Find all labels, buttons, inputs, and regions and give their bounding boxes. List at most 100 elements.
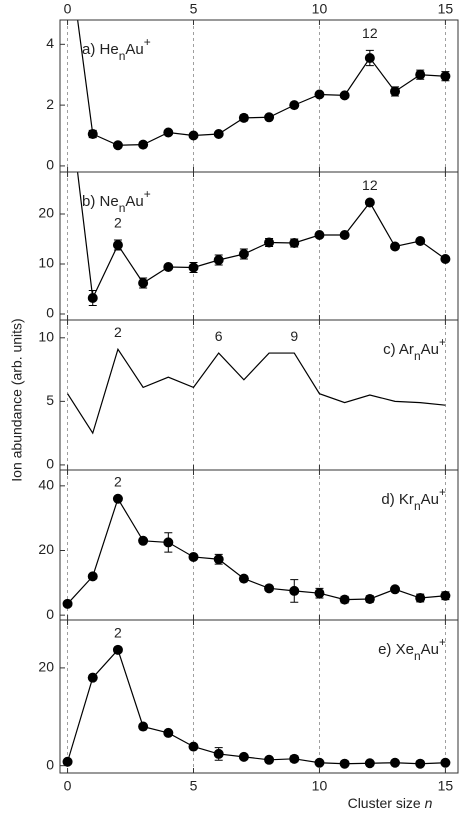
data-point bbox=[289, 753, 300, 764]
x-tick-label: 10 bbox=[312, 778, 328, 794]
panel-title-part: Au bbox=[125, 41, 143, 58]
annotation: 6 bbox=[215, 328, 223, 344]
y-tick-label: 0 bbox=[46, 305, 54, 321]
annotation: 12 bbox=[362, 177, 378, 193]
data-point bbox=[238, 573, 249, 584]
x-tick-label: 15 bbox=[438, 778, 454, 794]
data-point bbox=[440, 590, 451, 601]
data-line bbox=[77, 20, 446, 146]
data-point bbox=[213, 129, 224, 139]
data-point bbox=[289, 585, 300, 596]
data-point bbox=[339, 230, 350, 240]
data-point bbox=[163, 262, 174, 272]
y-tick-label: 0 bbox=[46, 756, 54, 772]
data-point bbox=[390, 241, 401, 252]
data-point bbox=[314, 230, 325, 240]
data-point bbox=[112, 493, 123, 504]
data-point bbox=[112, 644, 123, 655]
data-point bbox=[188, 130, 199, 141]
data-point bbox=[339, 594, 350, 605]
annotation: 2 bbox=[114, 473, 122, 489]
data-point bbox=[188, 262, 199, 273]
data-point bbox=[264, 112, 275, 123]
data-point bbox=[213, 255, 224, 265]
x-axis-label: Cluster size n bbox=[348, 795, 433, 811]
y-tick-label: 10 bbox=[38, 255, 54, 271]
panel-title-part: e) Xe bbox=[378, 641, 414, 658]
plot-area bbox=[77, 20, 451, 151]
data-point bbox=[415, 236, 426, 246]
panel-title-part: n bbox=[119, 49, 126, 63]
data-point bbox=[440, 254, 451, 264]
panel-title-part: n bbox=[414, 649, 421, 663]
panel-title: c) ArnAu+ bbox=[383, 335, 446, 363]
data-point bbox=[238, 249, 249, 259]
panel-title-part: c) Ar bbox=[383, 341, 414, 358]
x-tick-label: 0 bbox=[64, 778, 72, 794]
panel-title-part: n bbox=[414, 499, 421, 513]
data-point bbox=[138, 535, 149, 546]
data-point bbox=[138, 139, 149, 150]
y-axis-label: Ion abundance (arb. units) bbox=[9, 318, 25, 481]
annotation: 2 bbox=[114, 625, 122, 641]
data-point bbox=[163, 127, 174, 138]
data-point bbox=[188, 551, 199, 562]
data-point bbox=[138, 721, 149, 732]
panel-title-part: + bbox=[439, 485, 446, 499]
panel-title-part: Au bbox=[421, 641, 439, 658]
panel-title-part: n bbox=[119, 201, 126, 215]
data-point bbox=[264, 583, 275, 594]
data-point bbox=[314, 588, 325, 599]
panel-title: b) NenAu+ bbox=[82, 187, 151, 215]
data-point bbox=[289, 238, 300, 248]
x-tick-label: 5 bbox=[190, 778, 198, 794]
data-point bbox=[339, 90, 350, 101]
data-point bbox=[415, 593, 426, 604]
data-point bbox=[138, 278, 149, 288]
data-point bbox=[364, 758, 375, 769]
data-point bbox=[112, 140, 123, 151]
data-point bbox=[415, 69, 426, 80]
data-point bbox=[289, 100, 300, 111]
data-point bbox=[87, 672, 98, 683]
annotation: 12 bbox=[362, 25, 378, 41]
data-point bbox=[188, 741, 199, 752]
panel-title-part: n bbox=[414, 349, 421, 363]
x-tick-label-top: 10 bbox=[312, 1, 328, 17]
x-axis-label-part: Cluster size bbox=[348, 795, 425, 811]
x-tick-label-top: 15 bbox=[438, 1, 454, 17]
data-point bbox=[87, 129, 98, 139]
panel-title-part: + bbox=[144, 35, 151, 49]
y-tick-label: 0 bbox=[46, 456, 54, 472]
plot-area bbox=[62, 644, 451, 769]
panel-frame bbox=[59, 619, 459, 774]
data-point bbox=[87, 293, 98, 303]
data-point bbox=[62, 756, 73, 767]
data-point bbox=[163, 727, 174, 738]
x-tick-label-top: 5 bbox=[190, 1, 198, 17]
annotation: 9 bbox=[290, 328, 298, 344]
panel-title-part: b) Ne bbox=[82, 193, 119, 210]
data-point bbox=[390, 86, 401, 97]
panel-title-part: d) Kr bbox=[381, 491, 414, 508]
panel-title-part: a) He bbox=[82, 41, 119, 58]
y-tick-label: 10 bbox=[38, 328, 54, 344]
data-point bbox=[112, 240, 123, 250]
data-point bbox=[264, 237, 275, 248]
data-point bbox=[314, 757, 325, 768]
panel-title-part: Au bbox=[125, 193, 143, 210]
y-tick-label: 0 bbox=[46, 606, 54, 622]
data-point bbox=[440, 71, 451, 82]
panel-title-part: Au bbox=[421, 491, 439, 508]
data-point bbox=[314, 89, 325, 100]
data-point bbox=[213, 748, 224, 759]
panel-title: a) HenAu+ bbox=[82, 35, 151, 63]
panel-title-part: Au bbox=[421, 341, 439, 358]
panel-title-part: + bbox=[439, 635, 446, 649]
data-point bbox=[87, 571, 98, 582]
data-point bbox=[390, 757, 401, 768]
panel-title: d) KrnAu+ bbox=[381, 485, 446, 513]
data-line bbox=[76, 172, 446, 301]
y-tick-label: 40 bbox=[38, 477, 54, 493]
data-point bbox=[213, 554, 224, 565]
